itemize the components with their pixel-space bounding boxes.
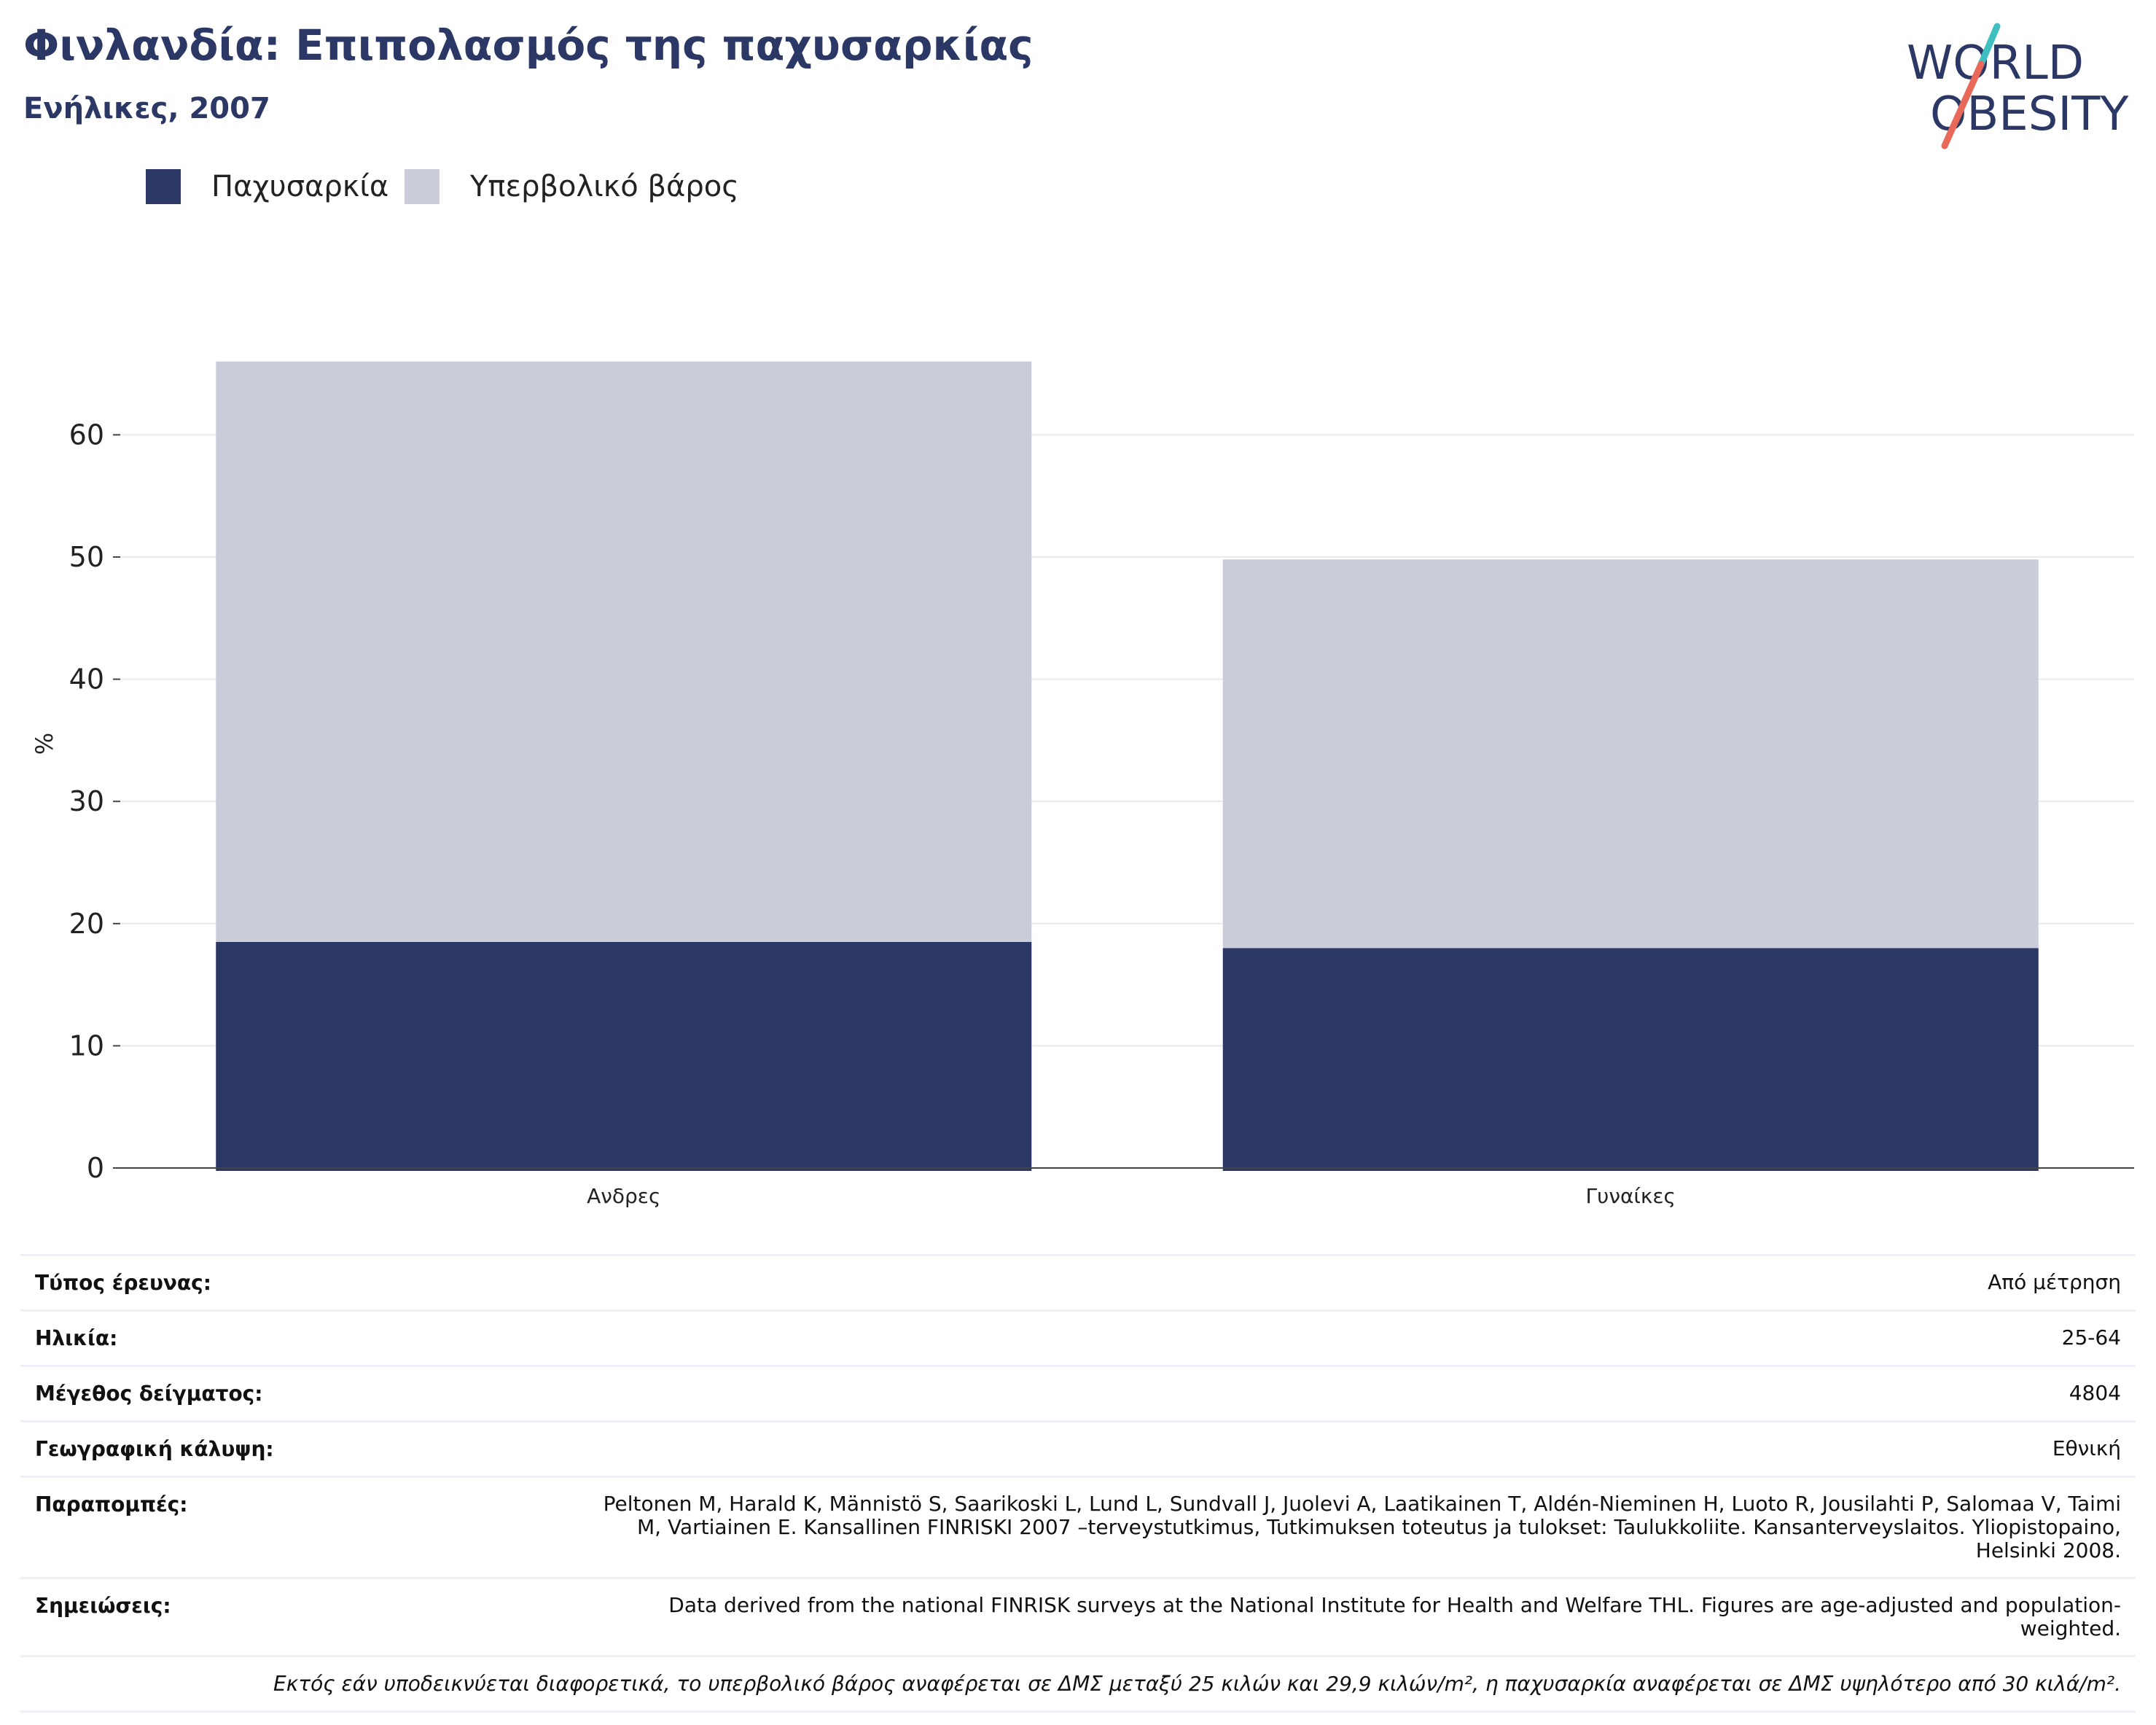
bar-segment-overweight-1[interactable] <box>1222 559 2039 949</box>
logo-slash-bottom <box>1941 61 1985 149</box>
y-tick-label: 60 <box>69 418 104 451</box>
bar-segment-obesity-0[interactable] <box>216 941 1032 1171</box>
bar-segment-obesity-1[interactable] <box>1222 948 2039 1171</box>
page-subtitle: Ενήλικες, 2007 <box>23 92 270 125</box>
info-value: Data derived from the national FINRISK s… <box>668 1593 2121 1640</box>
chart-axes: 0 10 20 30 40 50 60 Ανδρες Γυναίκες <box>69 418 2134 1208</box>
logo-slash-top <box>1977 23 2001 68</box>
legend-swatch-overweight <box>405 169 440 204</box>
info-table: Τύπος έρευνας: Από μέτρηση Ηλικία: 25-64… <box>20 1254 2136 1713</box>
info-key: Παραπομπές: <box>35 1492 188 1516</box>
info-value: 4804 <box>2069 1381 2121 1405</box>
info-row-sample-size: Μέγεθος δείγματος: 4804 <box>20 1365 2136 1420</box>
y-tick-label: 0 <box>87 1152 104 1184</box>
info-key: Ηλικία: <box>35 1326 118 1350</box>
info-key: Τύπος έρευνας: <box>35 1271 211 1295</box>
x-tick-label: Γυναίκες <box>1586 1184 1676 1208</box>
y-tick-label: 40 <box>69 663 104 696</box>
stacked-bar-chart: 0 10 20 30 40 50 60 Ανδρες Γυναίκες % <box>31 361 2134 1208</box>
info-row-survey-type: Τύπος έρευνας: Από μέτρηση <box>20 1254 2136 1309</box>
y-tick-label: 20 <box>69 908 104 940</box>
chart-bars <box>216 361 2039 1171</box>
info-row-age: Ηλικία: 25-64 <box>20 1309 2136 1365</box>
info-row-references: Παραπομπές: Peltonen M, Harald K, Männis… <box>20 1476 2136 1577</box>
y-tick-label: 30 <box>69 785 104 817</box>
y-tick-label: 50 <box>69 541 104 573</box>
info-row-notes: Σημειώσεις: Data derived from the nation… <box>20 1577 2136 1655</box>
info-value: Εθνική <box>2052 1436 2121 1460</box>
info-key: Σημειώσεις: <box>35 1594 171 1618</box>
legend-label-obesity: Παχυσαρκία <box>211 170 389 203</box>
x-tick-label: Ανδρες <box>587 1184 660 1208</box>
legend-label-overweight: Υπερβολικό βάρος <box>470 170 739 203</box>
info-value: Από μέτρηση <box>1988 1270 2121 1294</box>
info-value: 25-64 <box>2061 1325 2121 1350</box>
legend-swatch-obesity <box>146 169 181 204</box>
info-row-coverage: Γεωγραφική κάλυψη: Εθνική <box>20 1420 2136 1476</box>
world-obesity-logo: WORLD OBESITY <box>1907 23 2129 149</box>
y-tick-label: 10 <box>69 1029 104 1062</box>
logo-line1: WORLD <box>1907 36 2084 90</box>
footnote: Εκτός εάν υποδεικνύεται διαφορετικά, το … <box>20 1655 2136 1713</box>
info-key: Μέγεθος δείγματος: <box>35 1382 263 1406</box>
info-value: Peltonen M, Harald K, Männistö S, Saarik… <box>603 1492 2121 1562</box>
y-axis-label: % <box>31 733 58 755</box>
page-title: Φινλανδία: Επιπολασμός της παχυσαρκίας <box>23 20 1034 70</box>
bar-segment-overweight-0[interactable] <box>216 361 1032 942</box>
info-key: Γεωγραφική κάλυψη: <box>35 1437 274 1461</box>
